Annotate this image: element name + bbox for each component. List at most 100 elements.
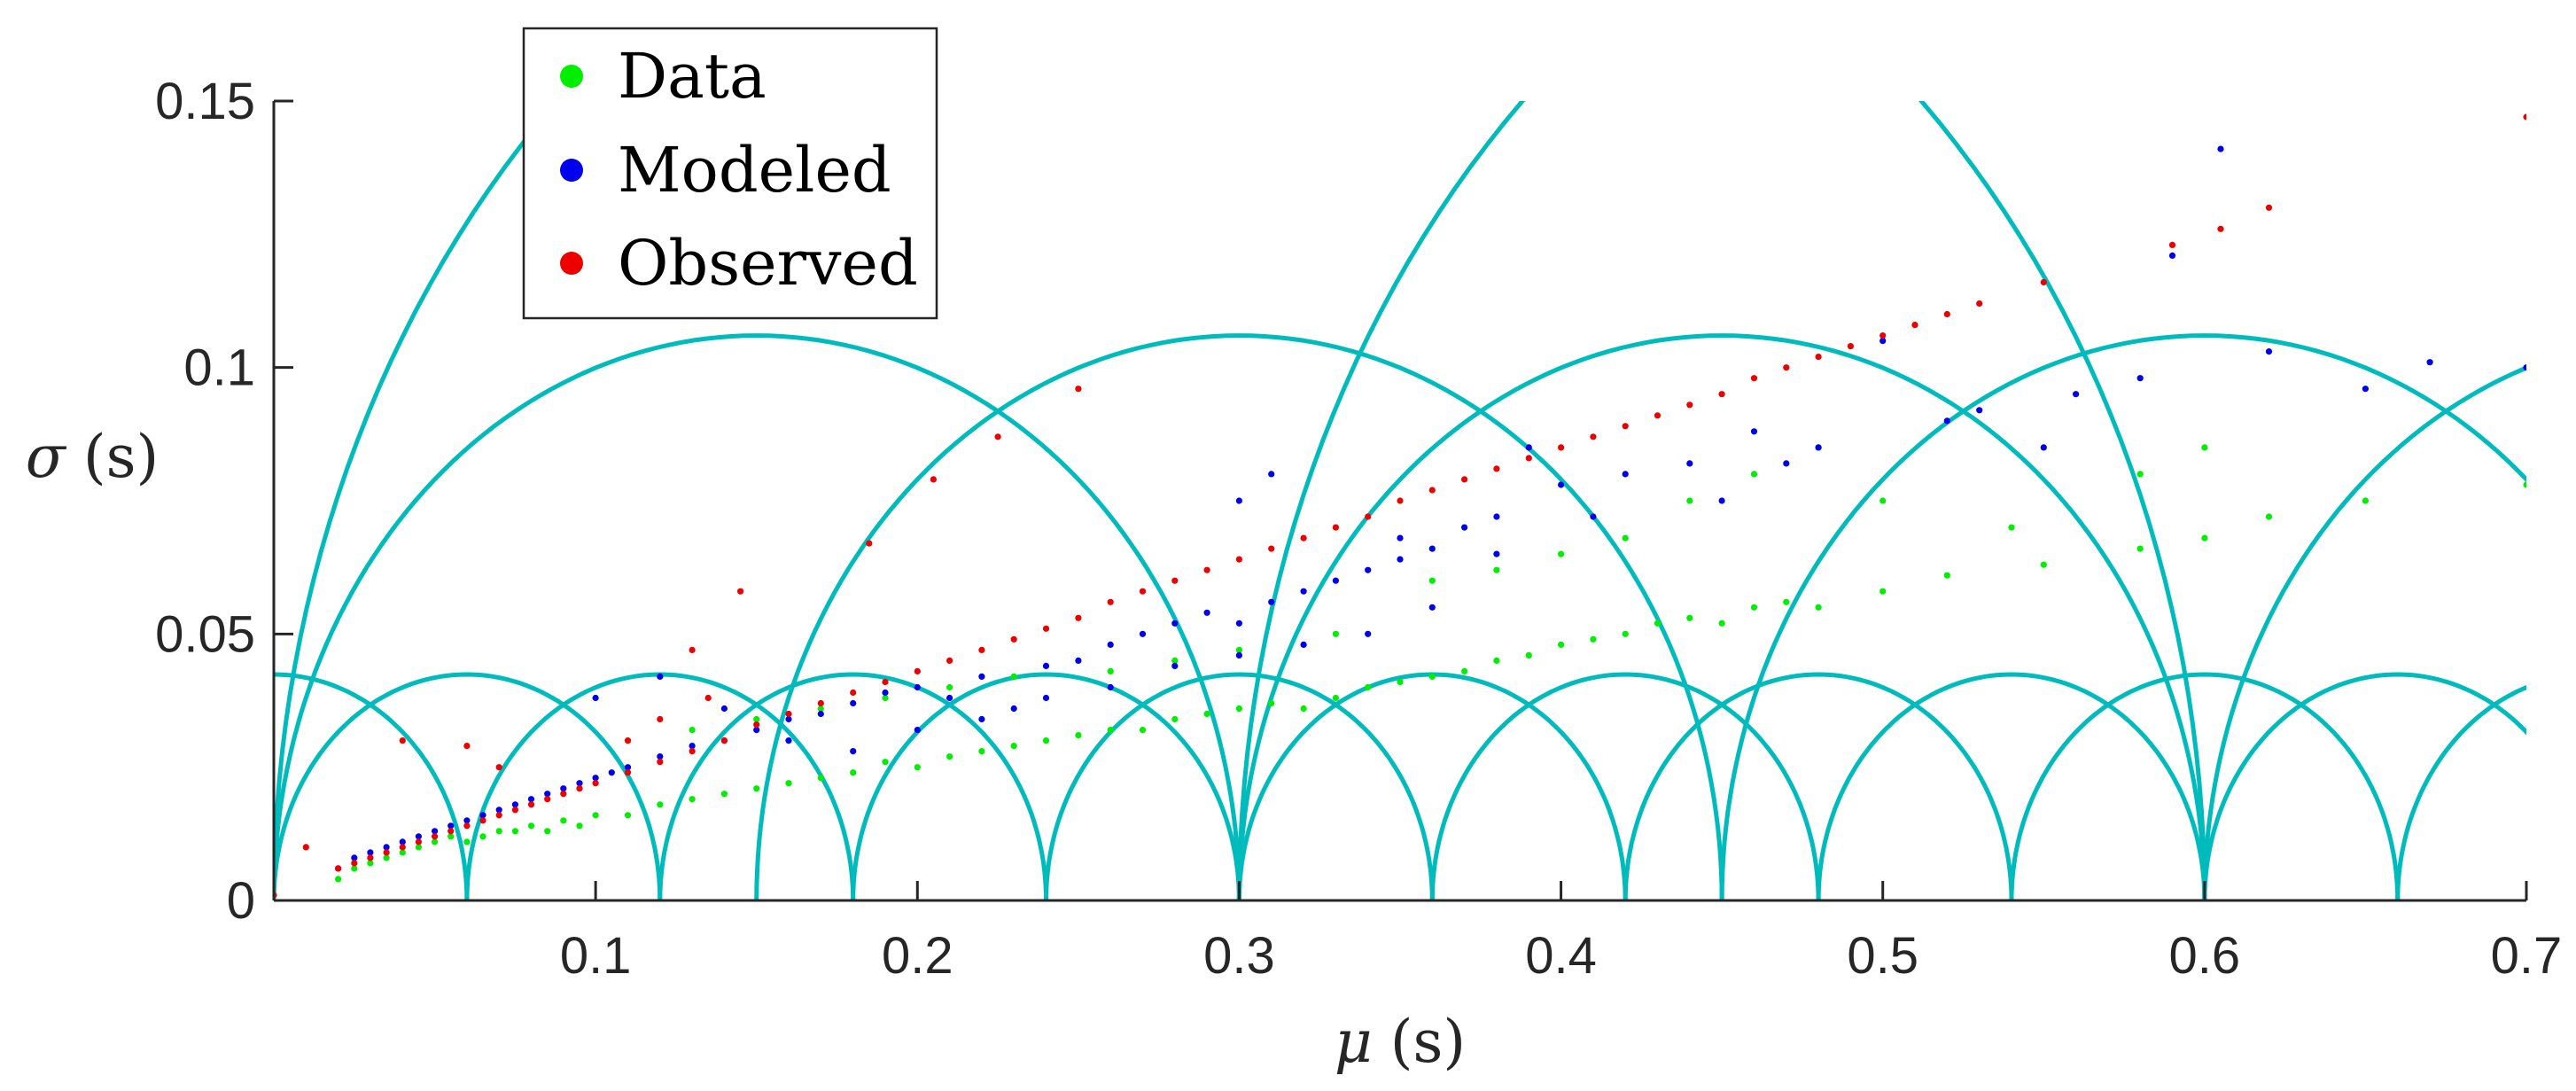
modeled-point	[1042, 662, 1050, 670]
modeled-point	[1139, 630, 1147, 637]
observed-point	[399, 844, 406, 851]
x-axis-unit: (s)	[1390, 1008, 1466, 1076]
x-tick-label: 0.1	[560, 927, 632, 985]
overlay-arc	[658, 672, 1048, 900]
modeled-point	[2523, 364, 2526, 371]
observed-point	[2265, 204, 2273, 211]
modeled-point	[1558, 481, 1565, 488]
data-point	[1493, 657, 1500, 665]
x-axis-symbol: μ	[1335, 1008, 1373, 1076]
data-point	[624, 812, 632, 819]
overlay-arc	[1236, 101, 1526, 900]
modeled-point	[850, 699, 857, 707]
legend-label-observed: Observed	[618, 227, 918, 300]
modeled-point	[720, 705, 728, 713]
modeled-point	[1203, 609, 1210, 616]
data-point	[1300, 705, 1307, 713]
legend-label-data: Data	[618, 40, 767, 113]
data-point	[2136, 545, 2144, 552]
observed-point	[978, 646, 985, 654]
observed-point	[1332, 524, 1339, 531]
observed-point	[1268, 545, 1275, 552]
data-point	[544, 828, 551, 835]
data-point	[1042, 737, 1050, 744]
legend-box	[522, 27, 938, 320]
modeled-point	[978, 673, 985, 681]
modeled-point	[592, 775, 599, 782]
data-point	[1815, 604, 1822, 611]
data-point	[1622, 630, 1629, 637]
data-point	[1171, 715, 1179, 723]
observed-point	[850, 689, 857, 697]
observed-point	[432, 833, 439, 840]
axes	[272, 101, 2526, 902]
modeled-point	[1428, 545, 1436, 552]
modeled-point	[1493, 513, 1500, 520]
observed-point	[704, 694, 712, 702]
legend-marker-observed	[560, 252, 583, 275]
observed-point	[1010, 635, 1017, 643]
data-point	[527, 822, 535, 830]
modeled-point	[2265, 348, 2273, 355]
overlay-arc	[851, 672, 1241, 900]
data-point	[1428, 673, 1436, 681]
x-tick-label: 0.5	[1847, 927, 1918, 985]
overlay-arc	[1044, 672, 1435, 900]
legend-marker-data	[560, 65, 583, 88]
data-point	[1171, 657, 1179, 665]
observed-point	[624, 769, 632, 776]
modeled-point	[383, 844, 390, 851]
data-point	[1107, 667, 1114, 675]
observed-point	[914, 667, 921, 675]
observed-point	[657, 759, 664, 766]
modeled-point	[1300, 588, 1307, 595]
modeled-point	[1590, 513, 1597, 520]
observed-point	[399, 737, 406, 744]
data-point	[1332, 630, 1339, 637]
overlay-arc	[1623, 672, 2014, 900]
modeled-point	[817, 710, 824, 718]
data-point	[2362, 497, 2369, 504]
overlay-arc	[274, 101, 2207, 900]
modeled-point	[1397, 534, 1404, 542]
modeled-point	[689, 743, 696, 750]
observed-point	[1750, 375, 1758, 382]
observed-point	[785, 710, 792, 718]
data-point	[1718, 620, 1725, 627]
modeled-point	[511, 801, 519, 808]
observed-point	[1654, 412, 1662, 419]
data-point	[850, 769, 857, 776]
data-point	[2136, 471, 2144, 478]
data-point	[1107, 727, 1114, 734]
modeled-point	[1171, 620, 1179, 627]
modeled-point	[1428, 604, 1436, 611]
observed-point	[560, 791, 567, 798]
x-tick-label: 0.7	[2491, 927, 2563, 985]
modeled-point	[1075, 657, 1082, 665]
ticks: 0.1 0.2 0.3 0.4 0.5 0.6 0.7 0 0.05 0.1 0.15	[155, 73, 2562, 985]
modeled-point	[1042, 694, 1050, 702]
observed-point	[1075, 614, 1082, 621]
modeled-point	[1686, 460, 1693, 467]
observed-point	[994, 433, 1001, 440]
data-point	[2201, 444, 2208, 451]
modeled-point	[463, 817, 471, 824]
observed-point	[737, 588, 744, 595]
observed-point	[2168, 241, 2176, 248]
observed-point	[1139, 588, 1147, 595]
data-point	[479, 833, 486, 840]
data-point	[1268, 699, 1275, 707]
modeled-point	[592, 694, 599, 702]
y-axis-symbol: σ	[26, 423, 67, 491]
observed-point	[689, 748, 696, 755]
data-point	[415, 844, 422, 851]
modeled-point	[560, 785, 567, 792]
data-point	[817, 775, 824, 782]
modeled-point	[399, 838, 406, 846]
overlay-arcs	[274, 101, 2526, 900]
modeled-point	[850, 748, 857, 755]
observed-point	[463, 743, 471, 750]
x-tick-label: 0.4	[1525, 927, 1597, 985]
observed-point	[720, 737, 728, 744]
observed-point	[1815, 354, 1822, 361]
